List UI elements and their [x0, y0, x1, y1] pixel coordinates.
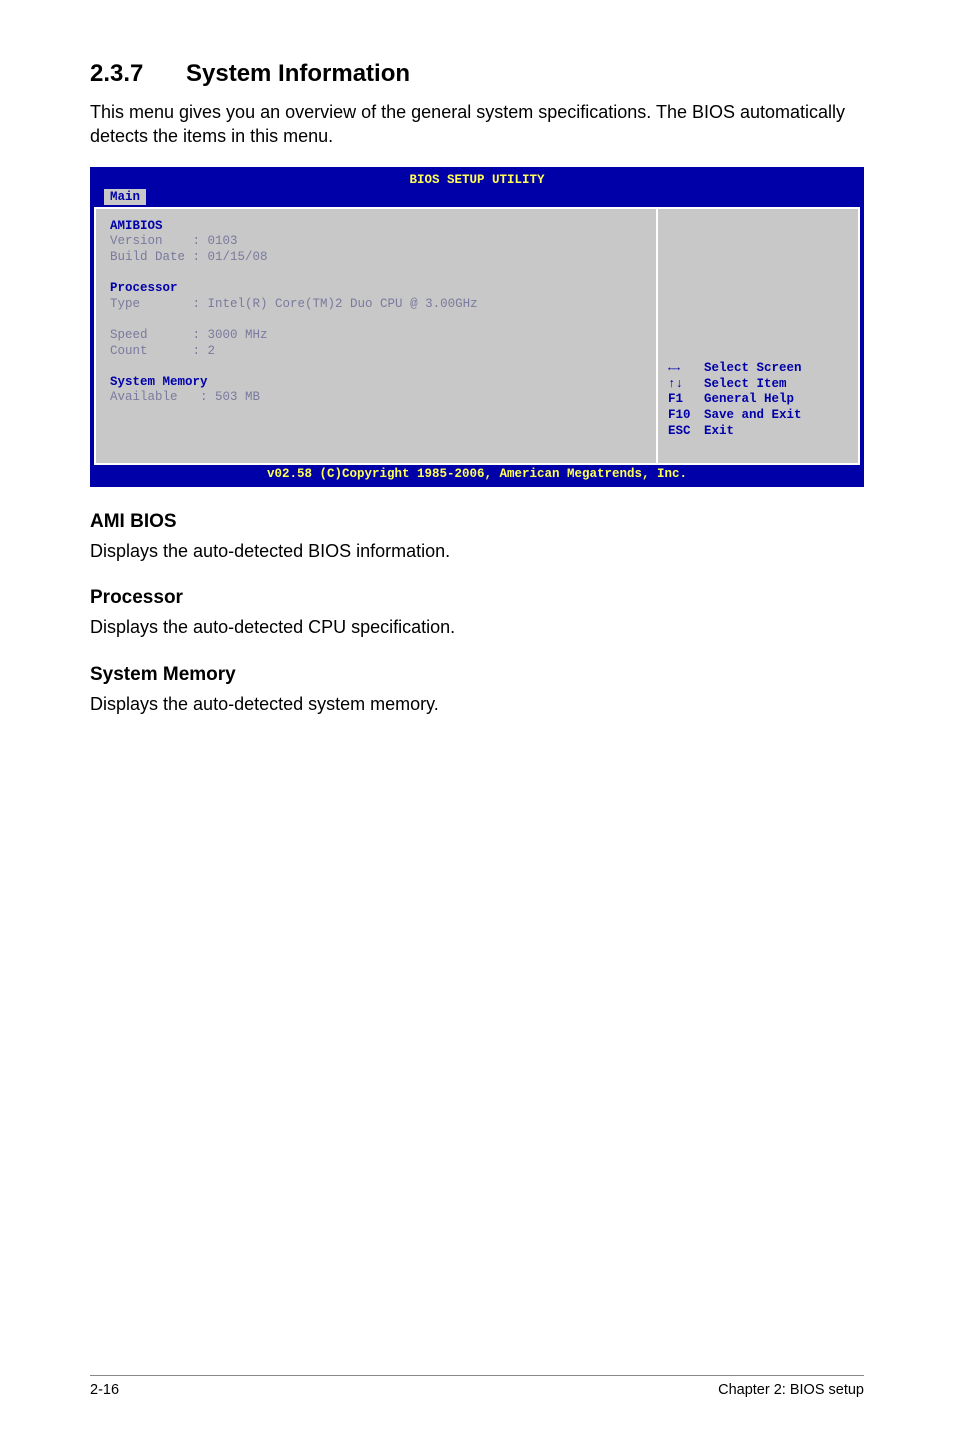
bios-count-value: 2 — [208, 344, 216, 358]
bios-left-panel: AMIBIOS Version : 0103 Build Date : 01/1… — [96, 209, 658, 463]
bios-title: BIOS SETUP UTILITY — [94, 171, 860, 187]
arrows-lr-icon: ←→ — [668, 361, 704, 377]
bios-version-value: 0103 — [208, 234, 238, 248]
bios-avail-value: 503 MB — [215, 390, 260, 404]
bios-count-row: Count : 2 — [110, 344, 644, 360]
bios-build-row: Build Date : 01/15/08 — [110, 250, 644, 266]
chapter-label: Chapter 2: BIOS setup — [718, 1382, 864, 1398]
help-esc: ESCExit — [668, 424, 848, 440]
page-number: 2-16 — [90, 1382, 119, 1398]
bios-tab-main: Main — [104, 189, 146, 205]
ami-bios-text: Displays the auto-detected BIOS informat… — [90, 539, 864, 563]
help-ud-text: Select Item — [704, 377, 787, 391]
esc-key: ESC — [668, 424, 704, 440]
help-f1: F1General Help — [668, 392, 848, 408]
help-f10-text: Save and Exit — [704, 408, 802, 422]
bios-count-label: Count — [110, 344, 148, 358]
help-f10: F10Save and Exit — [668, 408, 848, 424]
bios-build-label: Build Date — [110, 250, 185, 264]
bios-version-label: Version — [110, 234, 163, 248]
bios-version-row: Version : 0103 — [110, 234, 644, 250]
arrows-ud-icon: ↑↓ — [668, 377, 704, 393]
help-lr-text: Select Screen — [704, 361, 802, 375]
bios-blank — [110, 437, 644, 453]
bios-type-value: Intel(R) Core(TM)2 Duo CPU @ 3.00GHz — [208, 297, 478, 311]
bios-avail-label: Available — [110, 390, 178, 404]
section-title: System Information — [186, 60, 410, 87]
bios-speed-row: Speed : 3000 MHz — [110, 328, 644, 344]
bios-build-value: 01/15/08 — [208, 250, 268, 264]
bios-avail-row: Available : 503 MB — [110, 390, 644, 406]
help-f1-text: General Help — [704, 392, 794, 406]
f1-key: F1 — [668, 392, 704, 408]
processor-heading-text: Processor — [90, 587, 864, 609]
bios-body: AMIBIOS Version : 0103 Build Date : 01/1… — [94, 207, 860, 465]
bios-speed-value: 3000 MHz — [208, 328, 268, 342]
bios-blank — [668, 439, 848, 455]
help-select-screen: ←→Select Screen — [668, 361, 848, 377]
bios-blank — [110, 406, 644, 422]
f10-key: F10 — [668, 408, 704, 424]
section-heading: 2.3.7System Information — [90, 60, 864, 88]
processor-text: Displays the auto-detected CPU specifica… — [90, 615, 864, 639]
page-footer: 2-16 Chapter 2: BIOS setup — [90, 1375, 864, 1398]
bios-blank — [110, 422, 644, 438]
bios-type-label: Type — [110, 297, 140, 311]
bios-tab-row: Main — [94, 187, 860, 207]
section-number: 2.3.7 — [90, 60, 186, 88]
sysmem-heading: System Memory — [110, 375, 644, 391]
amibios-heading: AMIBIOS — [110, 219, 644, 235]
bios-screenshot: BIOS SETUP UTILITY Main AMIBIOS Version … — [90, 167, 864, 487]
bios-blank — [110, 359, 644, 375]
intro-paragraph: This menu gives you an overview of the g… — [90, 100, 864, 149]
processor-heading: Processor — [110, 281, 644, 297]
bios-help-block: ←→Select Screen ↑↓Select Item F1General … — [668, 361, 848, 455]
bios-blank — [110, 265, 644, 281]
bios-right-panel: ←→Select Screen ↑↓Select Item F1General … — [658, 209, 858, 463]
bios-footer: v02.58 (C)Copyright 1985-2006, American … — [94, 465, 860, 483]
bios-blank — [110, 312, 644, 328]
system-memory-text: Displays the auto-detected system memory… — [90, 692, 864, 716]
help-select-item: ↑↓Select Item — [668, 377, 848, 393]
help-esc-text: Exit — [704, 424, 734, 438]
system-memory-heading: System Memory — [90, 664, 864, 686]
bios-type-row: Type : Intel(R) Core(TM)2 Duo CPU @ 3.00… — [110, 297, 644, 313]
bios-speed-label: Speed — [110, 328, 148, 342]
ami-bios-heading: AMI BIOS — [90, 511, 864, 533]
